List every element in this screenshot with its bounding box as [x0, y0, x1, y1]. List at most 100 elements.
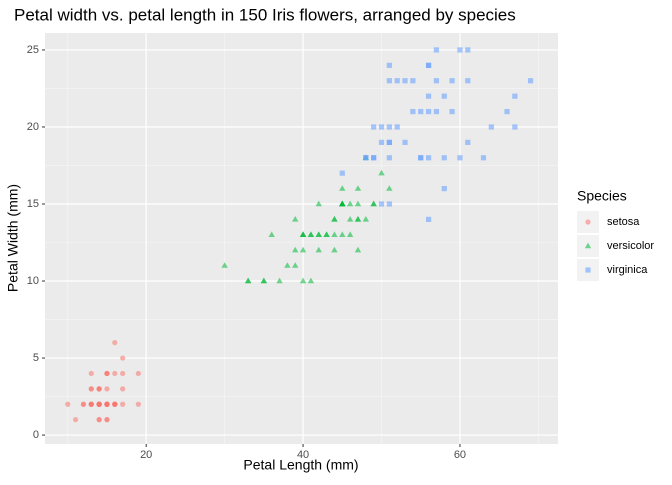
point	[346, 231, 354, 238]
point	[402, 139, 408, 145]
point	[339, 170, 345, 176]
y-tick-label: 5	[33, 352, 39, 364]
point	[386, 201, 392, 207]
point	[299, 231, 307, 238]
point	[104, 417, 110, 423]
legend-label: versicolor	[607, 240, 654, 252]
point	[339, 185, 346, 191]
point	[339, 200, 346, 207]
point	[433, 78, 440, 84]
legend-key	[585, 267, 591, 273]
point	[284, 262, 291, 268]
y-tick-label: 20	[27, 121, 39, 133]
point	[104, 386, 110, 392]
point	[346, 200, 354, 207]
point	[104, 370, 110, 377]
legend-label: virginica	[607, 264, 648, 276]
point	[120, 386, 126, 392]
point	[96, 417, 102, 423]
point	[268, 231, 275, 238]
x-tick-label: 60	[454, 449, 466, 461]
y-tick-label: 10	[27, 275, 39, 287]
point	[527, 78, 534, 84]
point	[480, 155, 487, 161]
point	[465, 47, 471, 53]
point	[307, 277, 315, 284]
point	[331, 215, 338, 222]
point	[120, 401, 126, 407]
point	[96, 401, 102, 407]
point	[457, 47, 463, 53]
point	[410, 108, 416, 115]
point	[346, 215, 354, 222]
point	[354, 200, 362, 207]
point	[504, 108, 510, 115]
point	[512, 93, 518, 99]
point	[418, 155, 424, 161]
point	[378, 139, 385, 145]
point	[394, 124, 400, 130]
point	[512, 124, 518, 130]
point	[386, 62, 392, 68]
point	[425, 62, 432, 68]
point	[449, 78, 455, 84]
point	[465, 139, 471, 145]
point	[72, 417, 79, 423]
point	[292, 215, 299, 222]
point	[386, 185, 393, 191]
point	[433, 108, 440, 115]
point	[433, 47, 440, 53]
point	[299, 277, 307, 284]
point	[425, 93, 432, 99]
point	[323, 231, 330, 238]
point	[315, 231, 322, 238]
point	[65, 401, 71, 407]
x-axis-label: Petal Length (mm)	[243, 457, 358, 473]
point	[362, 215, 370, 222]
point	[80, 401, 87, 407]
point	[386, 155, 392, 161]
x-tick-label: 40	[297, 449, 309, 461]
point	[260, 277, 268, 284]
point	[488, 124, 494, 130]
point	[354, 215, 362, 222]
x-tick-label: 20	[140, 449, 152, 461]
point	[457, 155, 463, 161]
point	[418, 108, 424, 115]
y-axis-label: Petal Width (mm)	[5, 184, 21, 292]
point	[441, 155, 447, 161]
legend-label: setosa	[607, 216, 640, 228]
point	[339, 231, 346, 238]
point	[354, 185, 362, 191]
point	[307, 231, 315, 238]
point	[88, 401, 94, 407]
point	[378, 201, 385, 207]
point	[299, 246, 307, 253]
chart-title: Petal width vs. petal length in 150 Iris…	[14, 5, 516, 24]
point	[88, 386, 94, 392]
point	[465, 78, 471, 84]
point	[112, 401, 118, 407]
point	[331, 231, 338, 238]
point	[410, 78, 416, 84]
point	[386, 78, 392, 84]
point	[386, 139, 392, 145]
point	[425, 216, 432, 222]
point	[104, 401, 110, 407]
point	[354, 246, 362, 253]
point	[425, 108, 432, 115]
point	[244, 277, 252, 284]
y-tick-label: 0	[33, 429, 39, 441]
point	[120, 355, 126, 361]
point	[449, 108, 455, 115]
point	[135, 401, 141, 407]
point	[378, 124, 385, 130]
point	[378, 169, 385, 176]
point	[112, 340, 118, 346]
point	[276, 277, 283, 284]
legend-key	[584, 242, 592, 249]
point	[120, 370, 126, 377]
point	[88, 370, 94, 377]
point	[221, 262, 228, 268]
